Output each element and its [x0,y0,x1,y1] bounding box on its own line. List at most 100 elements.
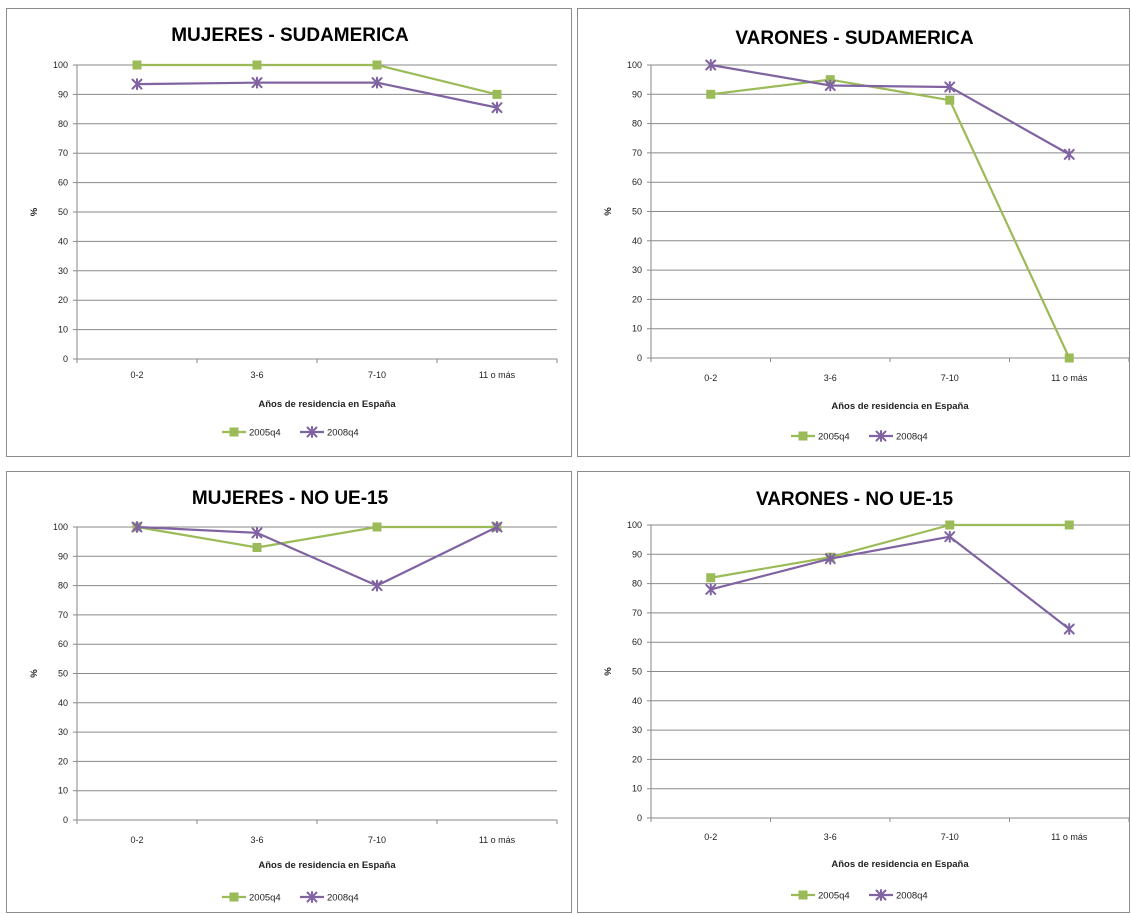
chart-svg: VARONES - NO UE-15 0 10 20 30 40 50 60 70 80 90 100… [603,489,1130,902]
y-tick-label: 80 [632,579,642,589]
y-tick-label: 40 [58,698,68,708]
series-2008q4 [131,76,503,114]
series-2008q4-point [131,521,143,533]
chart-svg: MUJERES - SUDAMERICA 0 10 20 30 40 50 60 70 80 90 1… [29,25,558,439]
legend-2008q4-swatch-marker [306,426,318,438]
chart-svg: MUJERES - NO UE-15 0 10 20 30 40 50 60 70 80 90 100… [29,488,558,904]
x-axis-label: Años de residencia en España [831,859,969,870]
x-tick-label: 7-10 [941,832,959,842]
series-2008q4 [705,530,1075,636]
series-2005q4-point [706,89,716,99]
series-2005q4-point [945,95,955,105]
chart-title: VARONES - NO UE-15 [756,489,954,510]
y-tick-label: 20 [632,294,642,304]
series-2008q4-point [705,583,717,596]
series-2005q4-point [945,520,955,530]
series-2005q4-point [132,60,142,70]
x-tick-label: 3-6 [824,373,837,383]
y-tick-label: 50 [58,207,68,217]
y-tick-label: 80 [58,119,68,129]
series-2008q4-line [136,525,498,587]
series-2005q4-point [492,89,502,99]
chart-title: MUJERES - SUDAMERICA [171,25,409,46]
y-tick-label: 0 [637,353,642,363]
series-2008q4-line [136,81,498,109]
y-tick-label: 50 [58,669,68,679]
x-tick-label: 11 o más [1051,832,1088,842]
x-tick-label: 0-2 [130,835,143,845]
y-tick-label: 40 [632,236,642,246]
y-tick-label: 50 [632,207,642,217]
series-2005q4-point [252,543,262,553]
y-axis-label: % [29,669,40,678]
series-2008q4-point [491,101,503,114]
series-2008q4-point [944,80,956,93]
series-2008q4-point [491,521,503,533]
series-2005q4-line [710,523,1070,579]
legend-2005q4-label: 2005q4 [818,891,850,902]
y-tick-label: 0 [637,813,642,823]
x-tick-label: 11 o más [479,370,516,380]
chart-panel-varones-no-ue15: VARONES - NO UE-15 0 10 20 30 40 50 60 70 80 90 100… [577,471,1130,913]
legend: 2005q4 2008q4 [791,889,928,902]
x-tick-label: 11 o más [479,835,516,845]
legend-2008q4-swatch-marker [875,889,887,901]
series-2005q4 [706,520,1074,583]
y-tick-label: 10 [632,324,642,334]
y-tick-label: 90 [58,89,68,99]
chart-panel-varones-sudamerica: VARONES - SUDAMERICA 0 10 20 30 40 50 60 70 80 90 1… [577,8,1130,457]
y-axis-label: % [603,207,614,216]
legend-2008q4-swatch-marker [306,891,318,903]
series-2008q4 [131,521,503,592]
x-tick-label: 11 o más [1051,373,1088,383]
x-tick-label: 7-10 [368,370,386,380]
y-tick-label: 20 [632,754,642,764]
legend-2005q4-label: 2005q4 [249,893,281,904]
y-tick-label: 40 [632,696,642,706]
y-tick-label: 30 [632,265,642,275]
series-2008q4-point [824,552,836,565]
series-2008q4-point [371,579,383,592]
y-tick-label: 10 [632,784,642,794]
x-axis-label: Años de residencia en España [258,860,396,871]
y-tick-label: 100 [53,522,68,532]
series-2005q4-line [137,63,498,96]
x-tick-label: 0-2 [704,832,717,842]
series-2005q4-point [372,60,382,70]
chart-svg: VARONES - SUDAMERICA 0 10 20 30 40 50 60 70 80 90 1… [603,28,1130,443]
y-tick-label: 70 [58,610,68,620]
y-tick-label: 70 [58,148,68,158]
y-tick-label: 100 [53,60,68,70]
y-tick-label: 90 [632,549,642,559]
series-2008q4-point [131,78,143,91]
legend-2008q4-label: 2008q4 [327,893,359,904]
x-axis-label: Años de residencia en España [831,401,969,412]
y-tick-label: 20 [58,295,68,305]
y-tick-label: 70 [632,608,642,618]
series-2005q4-point [706,573,716,583]
y-tick-label: 80 [632,119,642,129]
y-tick-label: 30 [58,266,68,276]
y-tick-label: 60 [632,637,642,647]
legend-2005q4-label: 2005q4 [818,432,850,443]
series-2008q4-line [710,63,1070,156]
y-tick-label: 50 [632,667,642,677]
y-tick-label: 60 [58,639,68,649]
series-2005q4 [706,75,1074,363]
series-2005q4-point [1064,520,1074,530]
x-axis-label: Años de residencia en España [258,399,396,410]
legend: 2005q4 2008q4 [791,430,928,443]
series-2005q4-point [1064,353,1074,363]
y-tick-label: 30 [632,725,642,735]
legend-2008q4-label: 2008q4 [896,891,928,902]
series-2008q4-point [944,530,956,543]
y-tick-label: 100 [627,520,642,530]
legend-2005q4-swatch-marker [798,890,808,900]
y-tick-label: 80 [58,581,68,591]
x-tick-label: 3-6 [250,835,263,845]
legend-2005q4-swatch-marker [798,431,808,441]
x-tick-label: 3-6 [250,370,263,380]
series-2005q4 [132,60,502,99]
legend-2008q4-label: 2008q4 [896,432,928,443]
chart-title: VARONES - SUDAMERICA [735,28,973,49]
